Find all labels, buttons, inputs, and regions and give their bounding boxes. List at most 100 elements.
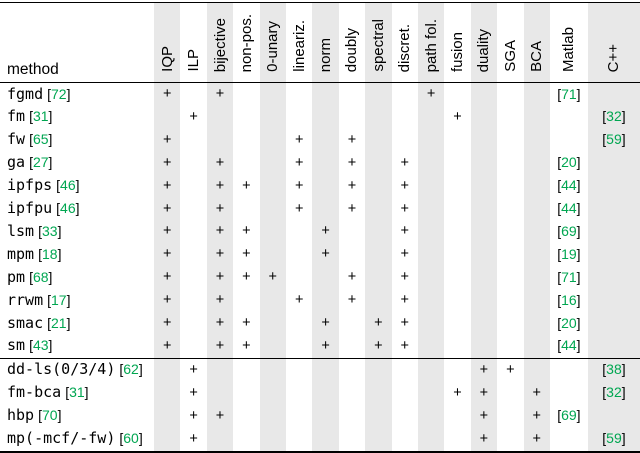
method-citation[interactable]: [31] [29, 108, 52, 124]
cell-fm-bca-cpp: [32] [588, 382, 640, 405]
implementation-citation[interactable]: [44] [557, 177, 580, 193]
method-citation[interactable]: [68] [29, 269, 52, 285]
implementation-citation[interactable]: [19] [557, 246, 580, 262]
method-row-mpm: mpm [18] + + + + + [19] [0, 243, 640, 266]
implementation-citation[interactable]: [20] [557, 154, 580, 170]
cell-fm-non-pos [233, 106, 259, 129]
cell-rrwm-0-unary [260, 289, 286, 312]
cell-fm-spectral [365, 106, 391, 129]
citation-number: 38 [606, 361, 622, 378]
implementation-citation[interactable]: [69] [557, 407, 580, 423]
bracket-close: ] [621, 108, 626, 125]
cell-mp-mcf-fw-norm [312, 428, 338, 452]
method-citation[interactable]: [33] [38, 223, 61, 239]
col-header-label: spectral [369, 19, 387, 72]
bracket-close: ] [621, 131, 626, 148]
bracket-close: ] [576, 337, 581, 354]
citation-number: 27 [32, 154, 49, 171]
col-header-label: discret. [396, 23, 414, 72]
method-citation[interactable]: [17] [47, 292, 70, 308]
cell-pm-matlab: [71] [550, 266, 588, 289]
method-citation[interactable]: [43] [29, 337, 52, 353]
cell-mp-mcf-fw-ilp: + [180, 428, 206, 452]
cell-sm-discret: + [392, 335, 418, 358]
bracket-open: [ [557, 337, 562, 354]
cell-fm-lineariz [286, 106, 312, 129]
bracket-close: ] [576, 314, 581, 331]
implementation-citation[interactable]: [44] [557, 337, 580, 353]
bracket-open: [ [47, 291, 52, 308]
implementation-citation[interactable]: [16] [557, 292, 580, 308]
cell-sm-bca [524, 335, 550, 358]
cell-pm-iqp: + [154, 266, 180, 289]
cell-smac-0-unary [260, 312, 286, 335]
method-cell: ipfpu [46] [0, 198, 154, 221]
method-citation[interactable]: [72] [47, 86, 70, 102]
plus-mark: + [400, 177, 409, 194]
method-citation[interactable]: [70] [38, 407, 61, 423]
bracket-open: [ [47, 314, 52, 331]
bracket-open: [ [29, 154, 33, 171]
method-citation[interactable]: [62] [119, 361, 142, 377]
implementation-citation[interactable]: [32] [602, 384, 625, 400]
cell-lsm-cpp [588, 220, 640, 243]
cell-rrwm-norm [312, 289, 338, 312]
implementation-citation[interactable]: [20] [557, 315, 580, 331]
method-citation[interactable]: [31] [65, 384, 88, 400]
cell-mpm-sga [497, 243, 523, 266]
cell-lsm-discret: + [392, 220, 418, 243]
implementation-citation[interactable]: [59] [602, 430, 625, 446]
cell-hbp-bca: + [524, 405, 550, 428]
bracket-open: [ [29, 108, 33, 125]
bracket-close: ] [57, 407, 62, 424]
cell-ipfpu-iqp: + [154, 198, 180, 221]
bracket-open: [ [29, 268, 33, 285]
cell-fw-spectral [365, 129, 391, 152]
cell-mpm-duality [471, 243, 497, 266]
cell-fgmd-doubly [339, 83, 365, 106]
implementation-citation[interactable]: [32] [602, 108, 625, 124]
cell-fw-iqp: + [154, 129, 180, 152]
cell-fgmd-path-fol: + [418, 83, 444, 106]
plus-mark: + [242, 337, 251, 354]
plus-mark: + [242, 223, 251, 240]
citation-number: 62 [123, 361, 139, 378]
cell-hbp-discret [392, 405, 418, 428]
bracket-close: ] [576, 245, 581, 262]
bracket-open: [ [56, 200, 61, 217]
citation-number: 20 [561, 314, 577, 331]
cell-hbp-bijective: + [207, 405, 233, 428]
cell-mp-mcf-fw-fusion [444, 428, 470, 452]
cell-fw-non-pos [233, 129, 259, 152]
cell-ga-cpp [588, 152, 640, 175]
implementation-citation[interactable]: [38] [602, 361, 625, 377]
method-citation[interactable]: [21] [47, 315, 70, 331]
implementation-citation[interactable]: [71] [557, 269, 580, 285]
plus-mark: + [532, 407, 541, 424]
plus-mark: + [215, 154, 225, 171]
implementation-citation[interactable]: [59] [602, 131, 625, 147]
method-citation[interactable]: [46] [56, 200, 79, 216]
bracket-open: [ [65, 384, 70, 401]
method-citation[interactable]: [18] [38, 246, 61, 262]
cell-fm-bca-iqp [154, 382, 180, 405]
cell-lsm-0-unary [260, 220, 286, 243]
method-name: ipfps [7, 176, 53, 195]
cell-ipfps-sga [497, 175, 523, 198]
method-citation[interactable]: [60] [119, 430, 142, 446]
citation-number: 44 [561, 177, 577, 194]
method-cell: fm-bca [31] [0, 382, 154, 405]
implementation-citation[interactable]: [71] [557, 86, 580, 102]
cell-rrwm-sga [497, 289, 523, 312]
implementation-citation[interactable]: [69] [557, 223, 580, 239]
cell-pm-bijective: + [207, 266, 233, 289]
method-citation[interactable]: [27] [29, 154, 52, 170]
cell-hbp-ilp: + [180, 405, 206, 428]
method-citation[interactable]: [65] [29, 131, 52, 147]
cell-ga-doubly: + [339, 152, 365, 175]
cell-hbp-0-unary [260, 405, 286, 428]
implementation-citation[interactable]: [44] [557, 200, 580, 216]
method-citation[interactable]: [46] [56, 177, 79, 193]
bracket-open: [ [557, 222, 562, 239]
